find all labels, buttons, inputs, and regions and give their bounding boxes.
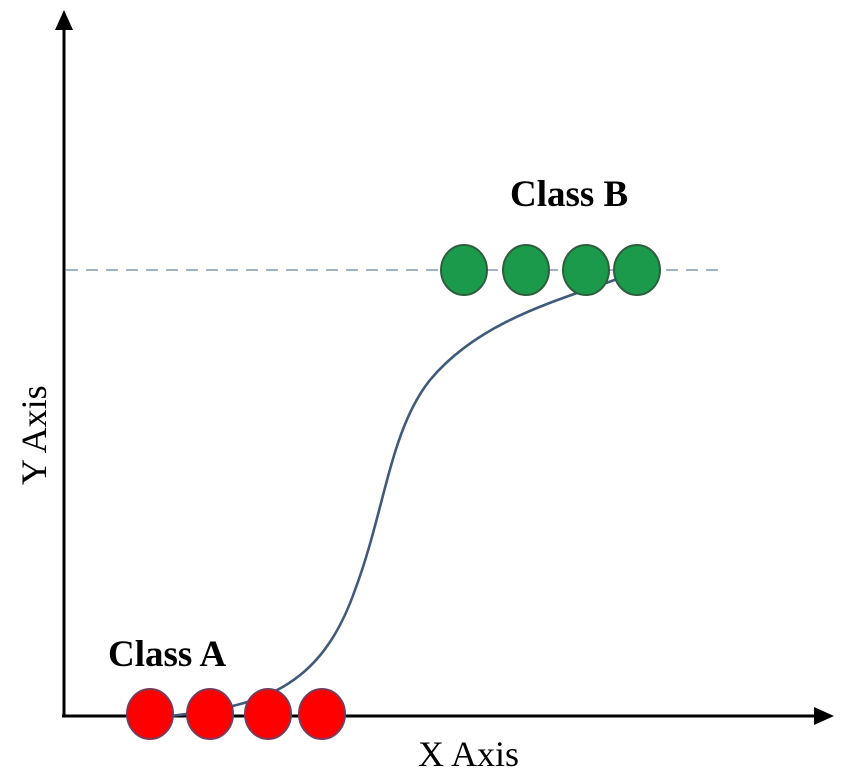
class-a-point bbox=[244, 688, 292, 740]
class-a-point bbox=[126, 688, 174, 740]
class-a-label: Class A bbox=[108, 634, 227, 675]
class-a-points bbox=[126, 688, 346, 740]
class-a-point bbox=[298, 688, 346, 740]
class-b-point bbox=[562, 244, 610, 296]
x-axis-arrowhead bbox=[814, 707, 834, 725]
class-b-label: Class B bbox=[510, 174, 628, 215]
sigmoid-curve bbox=[169, 276, 621, 718]
y-axis-arrowhead bbox=[55, 10, 73, 30]
x-axis-label: X Axis bbox=[418, 734, 519, 774]
class-b-point bbox=[613, 244, 661, 296]
class-b-point bbox=[502, 244, 550, 296]
class-a-point bbox=[186, 688, 234, 740]
y-axis-label: Y Axis bbox=[14, 385, 54, 485]
class-b-points bbox=[440, 244, 661, 296]
class-b-point bbox=[440, 244, 488, 296]
